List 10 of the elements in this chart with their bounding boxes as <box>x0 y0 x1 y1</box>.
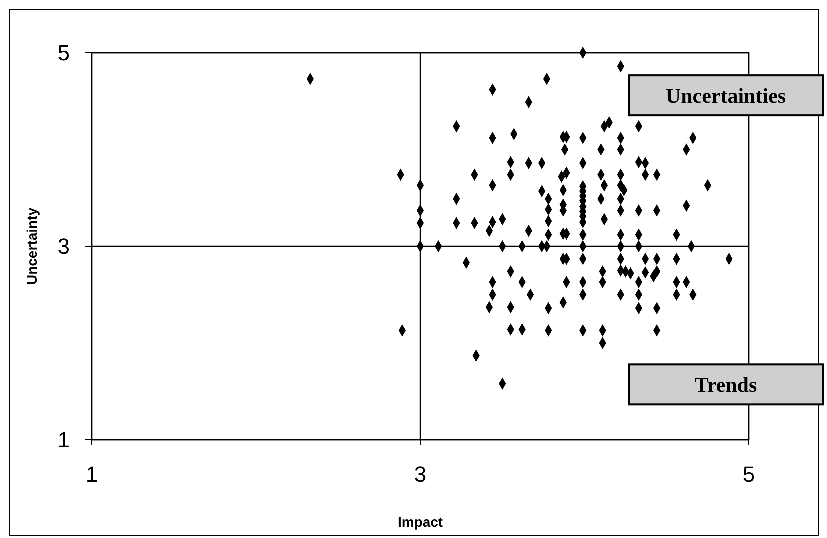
x-tick-label: 1 <box>86 462 98 487</box>
y-tick-label: 3 <box>58 234 70 260</box>
x-tick-label: 3 <box>414 462 427 487</box>
y-axis-title: Uncertainty <box>24 208 40 286</box>
y-tick-label: 5 <box>58 40 70 66</box>
annotation: Trends <box>694 373 758 398</box>
annotation: Uncertainties <box>666 84 786 108</box>
y-tick-label: 1 <box>58 428 70 453</box>
x-axis-title: Impact <box>398 514 444 530</box>
x-tick-label: 5 <box>742 462 756 487</box>
